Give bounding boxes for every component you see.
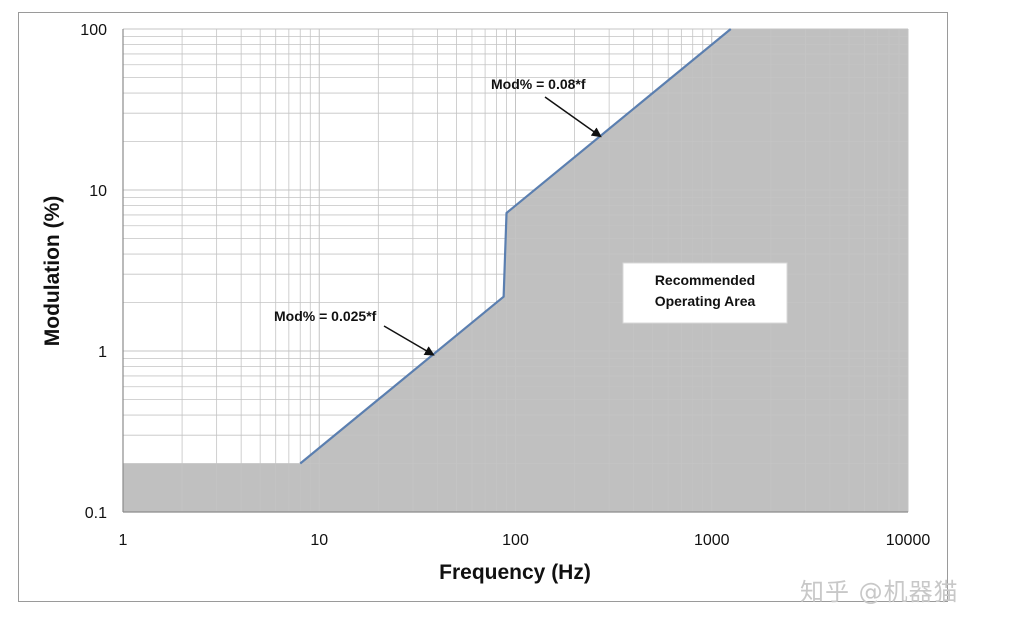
x-tick-label: 1000 [694,532,730,549]
tick-label-layer: 1 10 100 1000 10000 0.1 1 10 100 [80,22,930,549]
operating-area-label-line1: Recommended [655,272,755,288]
annotation-arrow-slope-low [383,325,435,356]
x-tick-label: 10000 [886,532,931,549]
annotation-arrow-slope-high [544,96,602,138]
watermark: 知乎 @机器猫 [800,578,959,606]
series-line [299,28,732,465]
y-tick-label: 10 [89,183,107,200]
series-line-layer [299,28,732,465]
y-tick-label: 100 [80,22,107,39]
x-tick-label: 1 [119,532,128,549]
annotation-label-slope-high: Mod% = 0.08*f [491,76,586,92]
y-tick-label: 0.1 [85,505,107,522]
y-axis-title: Modulation (%) [41,196,64,346]
operating-area-label-line2: Operating Area [655,293,756,309]
y-tick-label: 1 [98,344,107,361]
grid-layer [122,28,909,513]
annotation-label-slope-low: Mod% = 0.025*f [274,308,377,324]
x-tick-label: 100 [502,532,529,549]
x-axis-title: Frequency (Hz) [439,561,591,584]
x-tick-label: 10 [310,532,328,549]
operating-area-label-box [622,262,788,324]
